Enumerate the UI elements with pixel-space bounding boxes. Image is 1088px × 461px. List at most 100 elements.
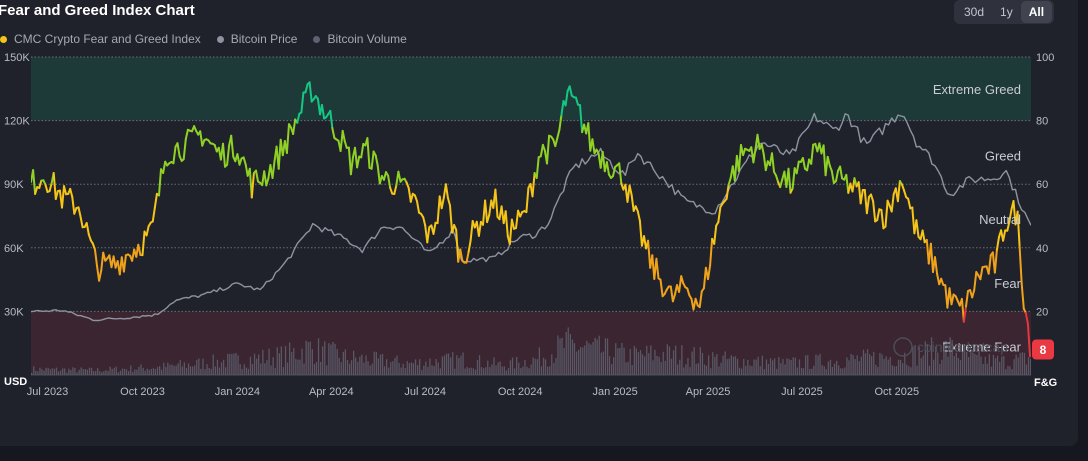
- volume-bar: [590, 344, 592, 375]
- volume-bar: [633, 345, 635, 375]
- volume-bar: [893, 366, 895, 375]
- volume-bar: [621, 343, 623, 375]
- fear-greed-segment: [1018, 245, 1023, 285]
- range-button-all[interactable]: All: [1020, 1, 1053, 23]
- fear-greed-segment: [508, 218, 513, 245]
- volume-bar: [76, 372, 78, 375]
- volume-bar: [573, 343, 576, 375]
- volume-bar: [386, 359, 388, 375]
- fear-greed-segment: [1008, 208, 1013, 224]
- fear-greed-segment: [574, 96, 579, 106]
- volume-bar: [873, 351, 875, 375]
- volume-bar: [871, 356, 873, 375]
- fear-greed-segment: [455, 228, 460, 263]
- volume-bar: [856, 355, 858, 375]
- fear-greed-segment: [199, 130, 204, 147]
- range-button-30d[interactable]: 30d: [964, 5, 985, 19]
- volume-bar: [780, 363, 782, 375]
- volume-bar: [379, 354, 382, 375]
- fear-greed-segment: [158, 168, 162, 197]
- volume-bar: [988, 354, 990, 375]
- fear-greed-segment: [151, 206, 156, 223]
- x-tick-label: Oct 2024: [498, 386, 543, 398]
- fear-greed-segment: [356, 155, 361, 169]
- watermark-text: coinmarketcap: [917, 339, 1008, 355]
- volume-bar: [963, 346, 966, 375]
- legend-item-fear-greed[interactable]: CMC Crypto Fear and Greed Index: [0, 32, 201, 46]
- volume-bar: [528, 368, 530, 375]
- volume-bar: [561, 337, 563, 375]
- fear-greed-segment: [880, 209, 885, 230]
- volume-bar: [338, 357, 340, 375]
- fear-greed-segment: [795, 160, 800, 175]
- volume-bar: [745, 365, 747, 375]
- volume-bar: [532, 357, 534, 375]
- fear-greed-segment: [531, 172, 536, 198]
- volume-bar: [677, 364, 679, 375]
- volume-bar: [1013, 359, 1015, 375]
- volume-bar: [198, 358, 200, 375]
- range-button-1y[interactable]: 1y: [1000, 5, 1013, 19]
- volume-bar: [348, 363, 351, 375]
- volume-bar: [693, 347, 695, 375]
- fear-greed-segment: [890, 193, 895, 213]
- volume-bar: [433, 366, 435, 375]
- volume-bar: [350, 360, 353, 375]
- volume-bar: [223, 359, 225, 375]
- volume-bar: [738, 367, 741, 375]
- volume-bar: [732, 356, 735, 375]
- volume-bar: [423, 365, 425, 375]
- volume-bar: [419, 359, 421, 375]
- fear-greed-segment: [787, 167, 792, 194]
- volume-bar: [214, 366, 216, 375]
- volume-bar: [381, 354, 384, 375]
- volume-bar: [377, 358, 379, 375]
- fear-greed-segment: [436, 195, 441, 225]
- volume-bar: [299, 359, 301, 375]
- volume-bar: [672, 350, 675, 375]
- fear-greed-segment: [1024, 311, 1029, 325]
- volume-bar: [703, 364, 706, 375]
- volume-bar: [456, 355, 458, 375]
- volume-bar: [551, 354, 553, 375]
- fear-greed-segment: [950, 293, 955, 306]
- fear-greed-segment: [903, 189, 908, 199]
- volume-bar: [383, 366, 386, 375]
- volume-bar: [790, 360, 792, 375]
- legend-item-bitcoin-volume[interactable]: Bitcoin Volume: [313, 32, 407, 46]
- volume-bar: [625, 362, 627, 375]
- fear-greed-segment: [343, 140, 348, 149]
- fear-greed-segment: [876, 208, 881, 221]
- volume-bar: [72, 367, 74, 375]
- volume-bar: [309, 341, 311, 375]
- volume-bar: [280, 346, 282, 375]
- volume-bar: [691, 351, 693, 375]
- legend-item-bitcoin-price[interactable]: Bitcoin Price: [216, 32, 297, 46]
- volume-bar: [542, 357, 545, 375]
- volume-bar: [443, 355, 446, 375]
- fear-greed-segment: [680, 275, 685, 285]
- fear-greed-segment: [934, 256, 939, 275]
- volume-bar: [220, 362, 223, 375]
- fear-greed-segment: [422, 216, 427, 227]
- volume-bar: [899, 359, 902, 375]
- fear-greed-segment: [63, 185, 68, 196]
- range-selector: 30d 1y All: [954, 0, 1055, 24]
- legend-label: Bitcoin Volume: [327, 32, 407, 46]
- volume-bar: [602, 351, 604, 375]
- volume-bar: [99, 371, 101, 375]
- fear-greed-segment: [292, 118, 297, 135]
- fear-greed-segment: [141, 230, 146, 257]
- volume-bar: [324, 341, 326, 375]
- fear-greed-segment: [172, 145, 177, 165]
- zone-label-3: Fear: [994, 276, 1021, 291]
- volume-bar: [999, 361, 1001, 375]
- volume-bar: [392, 361, 394, 375]
- volume-bar: [59, 370, 62, 375]
- volume-bar: [47, 367, 49, 375]
- volume-bar: [897, 359, 900, 375]
- fear-greed-segment: [71, 196, 76, 215]
- volume-bar: [1025, 364, 1028, 375]
- volume-bar: [249, 356, 252, 375]
